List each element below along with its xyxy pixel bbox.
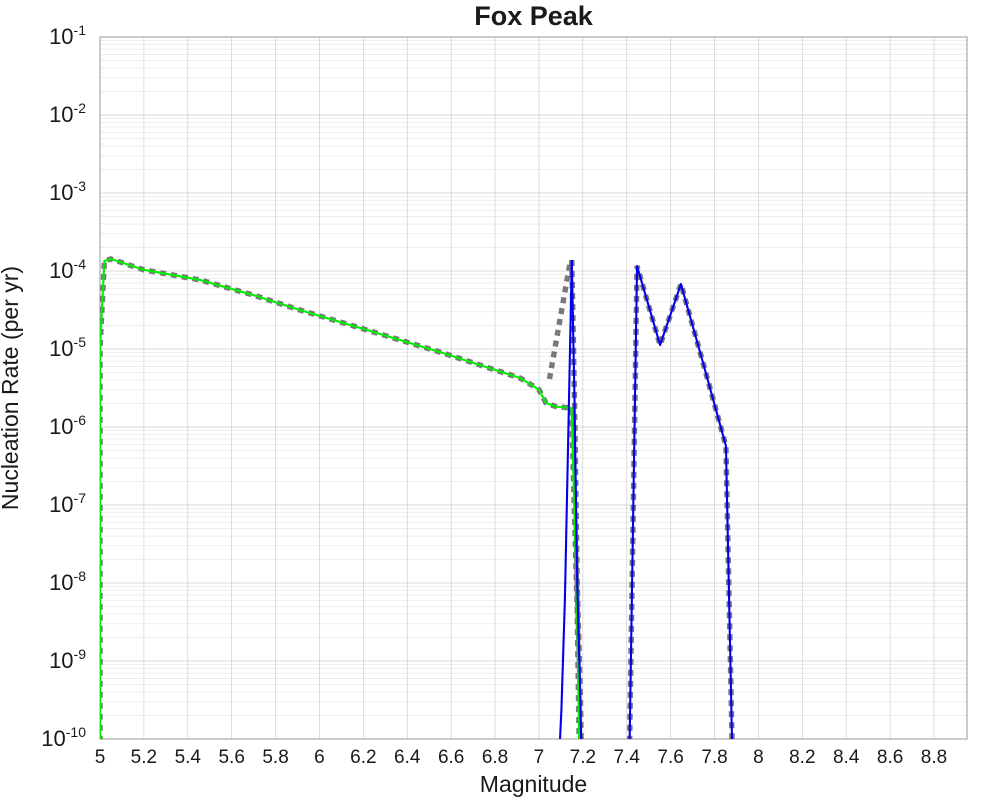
svg-text:10-3: 10-3 (49, 178, 86, 205)
svg-text:10-10: 10-10 (41, 724, 86, 751)
svg-text:5: 5 (95, 747, 106, 768)
svg-text:7: 7 (534, 747, 545, 768)
svg-text:10-6: 10-6 (49, 412, 86, 439)
svg-text:7.6: 7.6 (657, 747, 683, 768)
svg-text:10-2: 10-2 (49, 100, 86, 127)
svg-text:5.2: 5.2 (131, 747, 157, 768)
svg-text:5.6: 5.6 (218, 747, 244, 768)
svg-text:6.4: 6.4 (394, 747, 421, 768)
svg-text:8.6: 8.6 (877, 747, 903, 768)
svg-text:10-4: 10-4 (49, 256, 86, 283)
svg-text:Magnitude: Magnitude (480, 771, 587, 797)
svg-text:10-9: 10-9 (49, 646, 86, 673)
svg-text:Nucleation Rate (per yr): Nucleation Rate (per yr) (0, 266, 23, 510)
svg-text:8.8: 8.8 (921, 747, 947, 768)
svg-text:10-7: 10-7 (49, 490, 86, 517)
svg-text:8.2: 8.2 (789, 747, 815, 768)
svg-text:6.8: 6.8 (482, 747, 508, 768)
svg-text:7.8: 7.8 (701, 747, 727, 768)
svg-text:5.8: 5.8 (262, 747, 288, 768)
svg-text:8.4: 8.4 (833, 747, 860, 768)
svg-text:Fox Peak: Fox Peak (474, 1, 594, 31)
svg-text:5.4: 5.4 (175, 747, 202, 768)
svg-text:8: 8 (753, 747, 764, 768)
svg-text:6.2: 6.2 (350, 747, 376, 768)
svg-text:10-1: 10-1 (49, 22, 86, 49)
svg-text:7.2: 7.2 (570, 747, 596, 768)
svg-text:10-5: 10-5 (49, 334, 86, 361)
svg-text:6: 6 (314, 747, 325, 768)
svg-text:6.6: 6.6 (438, 747, 464, 768)
svg-text:7.4: 7.4 (614, 747, 641, 768)
svg-text:10-8: 10-8 (49, 568, 86, 595)
